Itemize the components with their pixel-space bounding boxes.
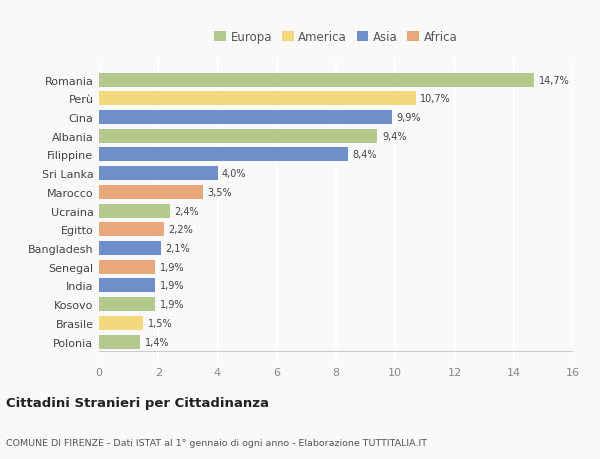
Bar [99, 204, 170, 218]
Bar [99, 185, 203, 200]
Bar [99, 260, 155, 274]
Text: Cittadini Stranieri per Cittadinanza: Cittadini Stranieri per Cittadinanza [6, 396, 269, 409]
Bar [99, 316, 143, 330]
Text: 14,7%: 14,7% [539, 75, 569, 85]
Text: 1,5%: 1,5% [148, 318, 173, 328]
Text: 3,5%: 3,5% [207, 187, 232, 197]
Text: COMUNE DI FIRENZE - Dati ISTAT al 1° gennaio di ogni anno - Elaborazione TUTTITA: COMUNE DI FIRENZE - Dati ISTAT al 1° gen… [6, 438, 427, 447]
Text: 1,9%: 1,9% [160, 262, 184, 272]
Bar [99, 129, 377, 144]
Legend: Europa, America, Asia, Africa: Europa, America, Asia, Africa [209, 26, 463, 49]
Text: 9,9%: 9,9% [397, 113, 421, 123]
Text: 1,9%: 1,9% [160, 281, 184, 291]
Text: 2,4%: 2,4% [175, 206, 199, 216]
Bar [99, 335, 140, 349]
Text: 2,2%: 2,2% [169, 225, 193, 235]
Bar [99, 223, 164, 237]
Text: 2,1%: 2,1% [166, 243, 190, 253]
Bar [99, 297, 155, 312]
Text: 9,4%: 9,4% [382, 131, 406, 141]
Bar [99, 111, 392, 125]
Text: 1,9%: 1,9% [160, 300, 184, 309]
Bar [99, 73, 535, 88]
Text: 8,4%: 8,4% [352, 150, 377, 160]
Bar [99, 279, 155, 293]
Text: 1,4%: 1,4% [145, 337, 169, 347]
Text: 4,0%: 4,0% [222, 169, 247, 179]
Text: 10,7%: 10,7% [421, 94, 451, 104]
Bar [99, 167, 218, 181]
Bar [99, 148, 348, 162]
Bar [99, 92, 416, 106]
Bar [99, 241, 161, 256]
